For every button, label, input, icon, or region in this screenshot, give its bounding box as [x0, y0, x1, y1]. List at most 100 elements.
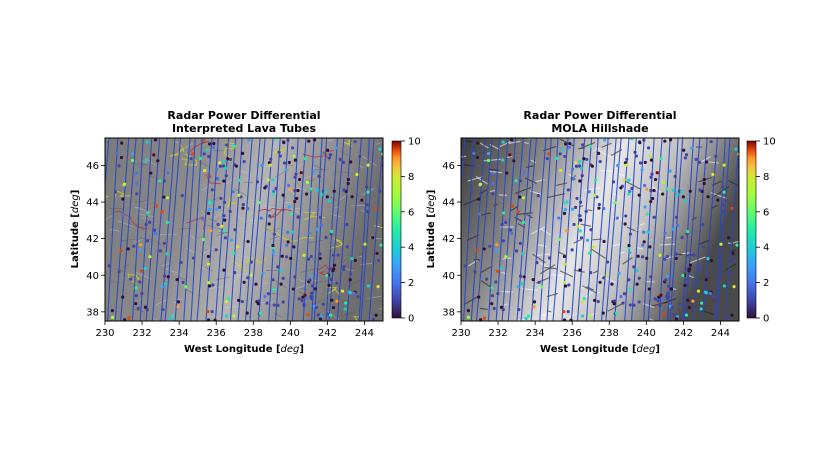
data-point — [512, 159, 516, 163]
data-point — [637, 300, 641, 304]
x-tick-label: 232 — [133, 328, 152, 339]
data-point — [505, 171, 509, 175]
data-point — [162, 241, 166, 245]
terrain-stroke — [651, 186, 662, 193]
data-point — [518, 179, 523, 183]
data-point — [500, 222, 504, 227]
radar-track — [131, 138, 144, 321]
data-point — [222, 213, 226, 218]
data-point — [677, 302, 681, 306]
data-point — [696, 289, 701, 293]
radar-track — [105, 138, 110, 192]
data-point — [686, 229, 690, 234]
data-point — [360, 198, 364, 202]
terrain-stroke — [659, 243, 676, 246]
data-point — [562, 211, 567, 216]
y-tick-label: 40 — [86, 271, 99, 282]
data-point — [346, 181, 350, 186]
radar-track — [249, 138, 266, 321]
data-point — [656, 299, 660, 303]
data-point — [149, 171, 153, 175]
terrain-stroke — [259, 184, 265, 187]
data-point — [324, 190, 328, 194]
radar-track — [360, 138, 375, 321]
data-point — [233, 271, 237, 275]
data-point — [234, 164, 238, 168]
data-point — [267, 161, 272, 165]
data-point — [223, 236, 228, 240]
data-point — [257, 201, 261, 205]
data-point — [580, 299, 585, 304]
data-point — [281, 193, 285, 197]
data-point — [138, 280, 142, 284]
radar-points — [107, 138, 383, 321]
data-point — [628, 287, 632, 291]
terrain-stroke — [269, 235, 280, 240]
data-point — [300, 299, 304, 303]
terrain-stroke — [210, 196, 221, 202]
radar-track — [716, 138, 731, 321]
terrain-stroke — [375, 142, 382, 145]
data-point — [228, 209, 232, 214]
data-point — [659, 157, 663, 161]
data-point — [518, 195, 522, 199]
data-point — [261, 271, 265, 275]
data-point — [517, 307, 521, 312]
data-point — [310, 274, 314, 278]
data-point — [349, 160, 353, 164]
data-point — [670, 305, 674, 310]
data-point — [514, 249, 519, 253]
data-point — [122, 182, 127, 186]
colorbar-tick-label: 0 — [408, 314, 414, 325]
radar-track — [501, 138, 517, 321]
data-point — [307, 231, 311, 235]
data-point — [209, 228, 213, 233]
data-point — [658, 253, 662, 257]
data-point — [658, 302, 662, 306]
terrain-stroke — [508, 140, 521, 145]
data-point — [649, 188, 653, 193]
data-point — [519, 282, 524, 286]
data-point — [596, 300, 600, 304]
data-point — [222, 160, 226, 164]
terrain-stroke — [241, 255, 254, 262]
x-tick-label: 232 — [489, 328, 508, 339]
colorbar-tick-label: 10 — [408, 137, 421, 148]
data-point — [709, 258, 713, 262]
data-point — [649, 158, 654, 162]
data-point — [329, 232, 333, 236]
terrain-stroke — [732, 240, 739, 244]
radar-track — [624, 138, 637, 321]
data-point — [668, 138, 673, 142]
data-point — [237, 298, 241, 302]
radar-track — [546, 138, 559, 321]
radar-track — [257, 138, 274, 321]
data-point — [139, 269, 144, 273]
terrain-stroke — [298, 290, 305, 295]
terrain-stroke — [350, 204, 368, 207]
terrain-stroke — [178, 142, 194, 152]
data-point — [206, 262, 211, 266]
data-point — [621, 301, 625, 305]
data-point — [540, 285, 544, 289]
data-point — [614, 311, 619, 315]
lava-tube-outline — [263, 225, 314, 243]
y-tick-label: 38 — [86, 307, 99, 318]
data-point — [585, 238, 590, 242]
data-point — [730, 206, 734, 210]
terrain-stroke — [224, 177, 236, 186]
terrain-stroke — [544, 266, 558, 270]
terrain-stroke — [105, 215, 113, 221]
data-point — [585, 157, 589, 161]
data-point — [121, 197, 125, 201]
terrain-stroke — [580, 223, 592, 227]
terrain-stroke — [343, 267, 355, 272]
data-point — [268, 163, 273, 167]
data-point — [545, 156, 549, 161]
data-point — [371, 317, 375, 321]
data-point — [254, 282, 258, 286]
data-point — [558, 152, 562, 156]
lava-tube-outline — [169, 144, 185, 157]
data-point — [660, 192, 665, 196]
